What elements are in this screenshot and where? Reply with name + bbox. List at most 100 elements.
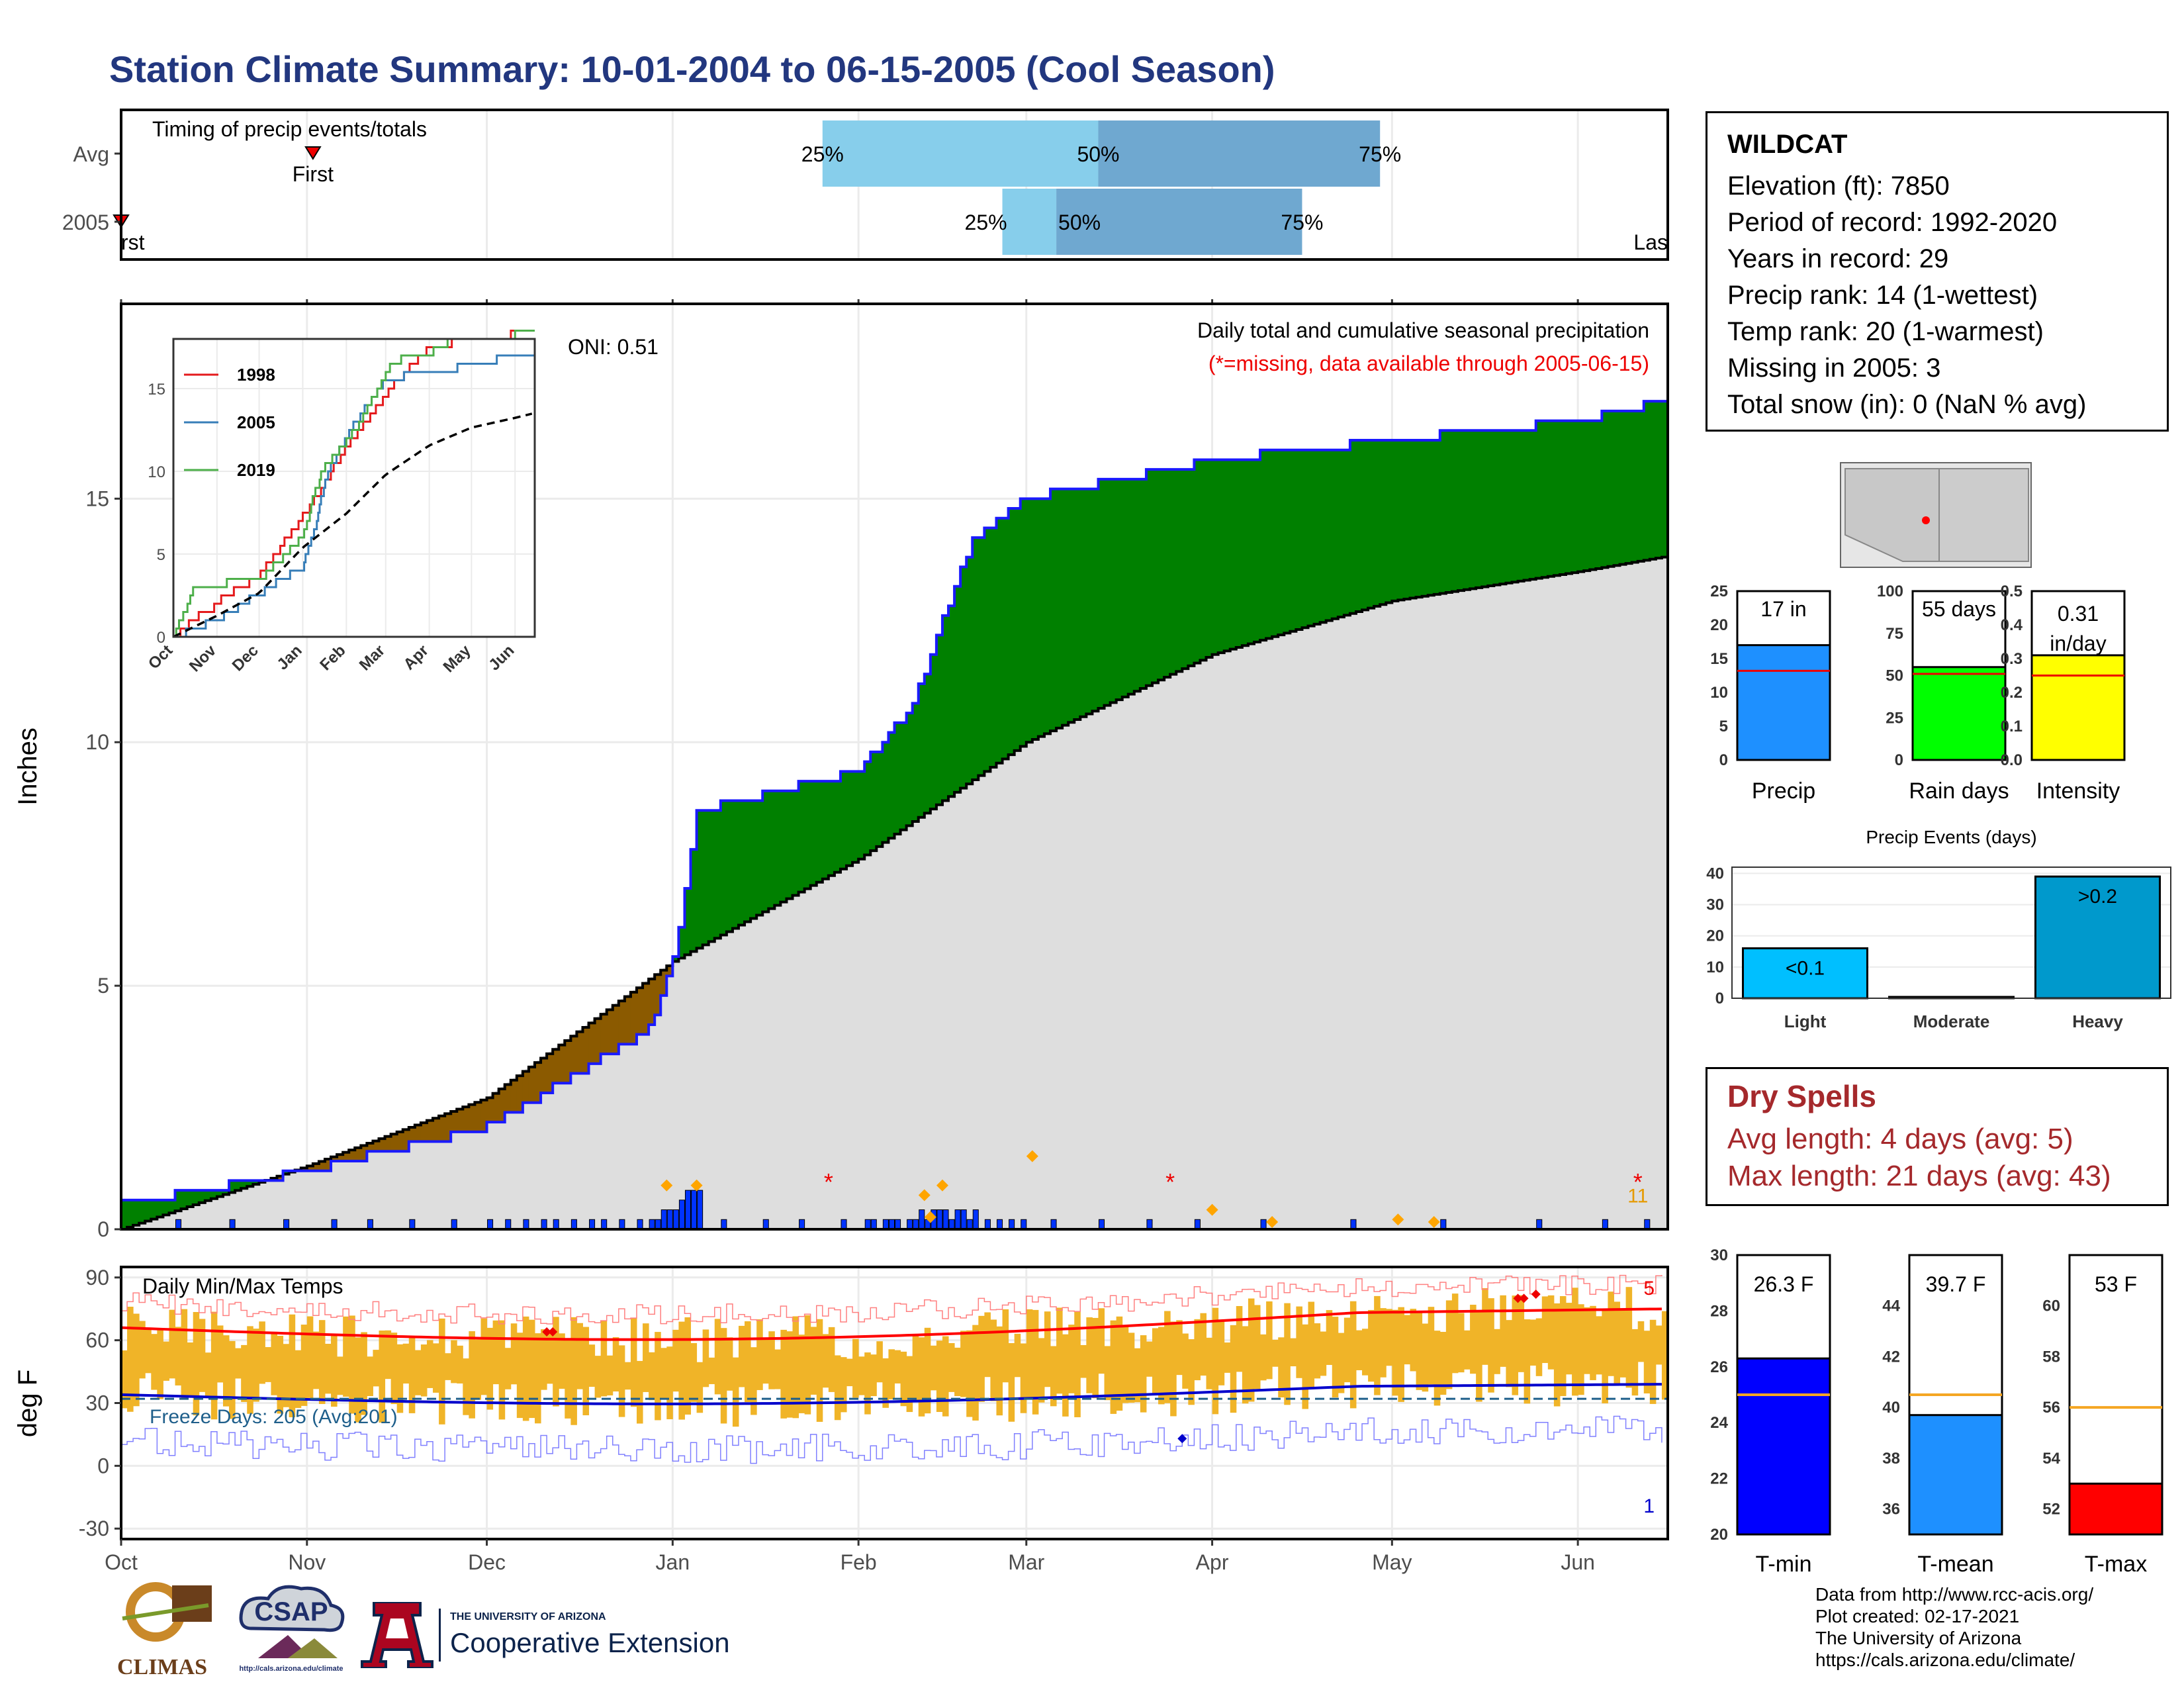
temp-bar-tick: 20 xyxy=(1710,1526,1728,1544)
difference-fill xyxy=(385,1136,392,1152)
daily-temp-bar xyxy=(816,1319,823,1422)
daily-precip-bar xyxy=(984,1219,991,1230)
difference-fill xyxy=(151,1199,158,1219)
difference-fill xyxy=(1212,459,1219,655)
difference-fill xyxy=(133,1199,140,1225)
station-line: Precip rank: 14 (1-wettest) xyxy=(1727,281,2038,310)
difference-fill xyxy=(1296,449,1303,630)
daily-temp-bar xyxy=(1362,1329,1369,1376)
difference-fill xyxy=(559,1045,565,1084)
daily-precip-bar xyxy=(888,1219,895,1230)
difference-fill xyxy=(624,996,631,1045)
difference-fill xyxy=(1590,420,1596,570)
difference-fill xyxy=(324,1159,332,1171)
difference-fill xyxy=(612,1005,619,1055)
daily-temp-bar xyxy=(1278,1337,1285,1397)
difference-fill xyxy=(1355,440,1363,612)
temp-bar-label: T-max xyxy=(2085,1552,2147,1575)
daily-temp-bar xyxy=(972,1325,979,1421)
daily-temp-bar xyxy=(216,1325,224,1383)
daily-precip-bar xyxy=(570,1219,577,1230)
record-min-line xyxy=(121,1415,1662,1464)
missing-marker: * xyxy=(824,1168,833,1196)
inset-legend-label: 2005 xyxy=(237,412,275,432)
events-tick: 40 xyxy=(1706,865,1724,882)
daily-temp-bar xyxy=(666,1346,673,1419)
quartile-label: 50% xyxy=(1058,211,1101,234)
daily-precip-bar xyxy=(799,1219,805,1230)
daily-temp-bar xyxy=(324,1344,332,1394)
daily-temp-bar xyxy=(1386,1309,1392,1366)
difference-fill xyxy=(306,1166,314,1171)
difference-fill xyxy=(337,1154,343,1161)
daily-temp-bar xyxy=(385,1330,392,1380)
difference-fill xyxy=(1014,508,1021,751)
difference-fill xyxy=(498,1089,506,1123)
daily-temp-bar xyxy=(528,1319,535,1419)
daily-temp-bar xyxy=(1416,1312,1423,1390)
daily-temp-bar xyxy=(337,1356,343,1395)
difference-fill xyxy=(780,790,788,902)
cumulative-2005-line xyxy=(121,400,1668,1201)
heavy-event-marker xyxy=(1026,1150,1038,1162)
difference-fill xyxy=(1535,420,1543,579)
precip-ylabel: Inches xyxy=(13,727,42,806)
difference-fill xyxy=(1140,479,1147,689)
daily-temp-bar xyxy=(894,1350,901,1383)
daily-temp-bar xyxy=(1500,1295,1506,1367)
difference-fill xyxy=(541,1058,547,1093)
difference-fill xyxy=(1524,430,1531,581)
first-label: rst xyxy=(121,230,145,254)
daily-temp-bar xyxy=(253,1329,259,1402)
difference-fill xyxy=(966,557,973,784)
difference-fill xyxy=(229,1180,236,1193)
daily-temp-bar xyxy=(139,1321,146,1379)
station-info-box: WILDCAT Elevation (ft): 7850 Period of r… xyxy=(1706,111,2169,432)
difference-fill xyxy=(660,970,667,996)
difference-fill xyxy=(373,1141,380,1152)
difference-fill xyxy=(1608,410,1615,567)
difference-fill xyxy=(402,1129,410,1152)
daily-precip-bar xyxy=(601,1219,608,1230)
daily-temp-bar xyxy=(439,1318,445,1425)
first-marker xyxy=(304,146,322,160)
difference-fill xyxy=(1110,479,1117,703)
difference-fill xyxy=(1338,449,1345,618)
difference-fill xyxy=(1614,410,1621,566)
difference-fill xyxy=(762,790,769,912)
daily-temp-bar xyxy=(966,1330,973,1417)
difference-fill xyxy=(792,790,799,896)
chart-panels: Timing of precip events/totals 25% 50% 75% F… xyxy=(13,109,1669,1574)
daily-temp-bar xyxy=(1343,1317,1351,1383)
mini-bar-label: Precip xyxy=(1752,778,1815,804)
precip-ytick-label: 10 xyxy=(85,730,109,754)
difference-fill xyxy=(1044,498,1051,734)
daily-temp-bar xyxy=(318,1320,326,1404)
daily-temp-bar xyxy=(1308,1301,1315,1389)
daily-temp-bar xyxy=(1152,1328,1159,1393)
station-line: Elevation (ft): 7850 xyxy=(1727,171,1950,201)
daily-temp-bar xyxy=(786,1331,794,1418)
daily-temp-bar xyxy=(1320,1331,1327,1376)
difference-fill xyxy=(199,1190,206,1203)
daily-precip-bar xyxy=(972,1209,979,1230)
difference-fill xyxy=(948,606,955,797)
daily-precip-bar xyxy=(960,1209,967,1230)
quartile-bar-25 xyxy=(822,120,1099,187)
difference-fill xyxy=(1182,469,1189,669)
difference-fill xyxy=(1643,401,1651,561)
daily-temp-bar xyxy=(547,1333,553,1384)
difference-fill xyxy=(1380,440,1387,605)
difference-fill xyxy=(600,1014,608,1055)
daily-temp-bar xyxy=(157,1330,163,1399)
difference-fill xyxy=(1488,430,1494,586)
daily-temp-bar xyxy=(181,1309,188,1399)
difference-fill xyxy=(576,1031,584,1074)
record-high-marker xyxy=(1513,1293,1523,1303)
difference-fill xyxy=(463,1107,469,1132)
daily-temp-bar xyxy=(660,1348,667,1399)
difference-fill xyxy=(157,1199,164,1217)
daily-temp-bar xyxy=(600,1321,608,1397)
daily-temp-bar xyxy=(1140,1335,1147,1413)
daily-temp-bar xyxy=(553,1317,559,1407)
